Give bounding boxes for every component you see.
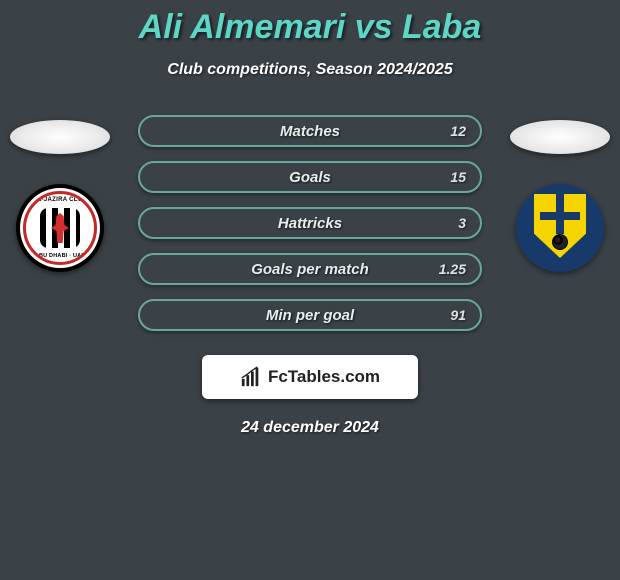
club-badge-right-cross-h [540, 212, 580, 220]
stat-row-min-per-goal: Min per goal 91 [138, 299, 482, 331]
stat-right-value: 3 [458, 215, 466, 231]
brand-text: FcTables.com [268, 367, 380, 387]
stat-row-matches: Matches 12 [138, 115, 482, 147]
stat-row-goals-per-match: Goals per match 1.25 [138, 253, 482, 285]
bar-chart-icon [240, 366, 262, 388]
stat-label: Goals [140, 169, 480, 186]
date-text: 24 december 2024 [0, 419, 620, 437]
player-left-column: AL-JAZIRA CLUB ABU DHABI · UAE [0, 120, 120, 272]
stat-row-goals: Goals 15 [138, 161, 482, 193]
club-badge-right-ball-icon [552, 234, 568, 250]
page-title: Ali Almemari vs Laba [0, 0, 620, 47]
stat-label: Min per goal [140, 307, 480, 324]
club-badge-right [516, 184, 604, 272]
player-right-column [500, 120, 620, 272]
stat-label: Goals per match [140, 261, 480, 278]
stat-right-value: 91 [450, 307, 466, 323]
stat-row-hattricks: Hattricks 3 [138, 207, 482, 239]
club-badge-left: AL-JAZIRA CLUB ABU DHABI · UAE [16, 184, 104, 272]
competition-subtitle: Club competitions, Season 2024/2025 [0, 61, 620, 79]
stat-label: Matches [140, 123, 480, 140]
club-badge-left-name-top: AL-JAZIRA CLUB [33, 197, 87, 203]
club-badge-left-name-bottom: ABU DHABI · UAE [35, 253, 85, 259]
stat-right-value: 1.25 [439, 261, 466, 277]
stat-label: Hattricks [140, 215, 480, 232]
brand-box[interactable]: FcTables.com [202, 355, 418, 399]
player-left-photo [10, 120, 110, 154]
stat-right-value: 12 [450, 123, 466, 139]
stat-right-value: 15 [450, 169, 466, 185]
player-right-photo [510, 120, 610, 154]
